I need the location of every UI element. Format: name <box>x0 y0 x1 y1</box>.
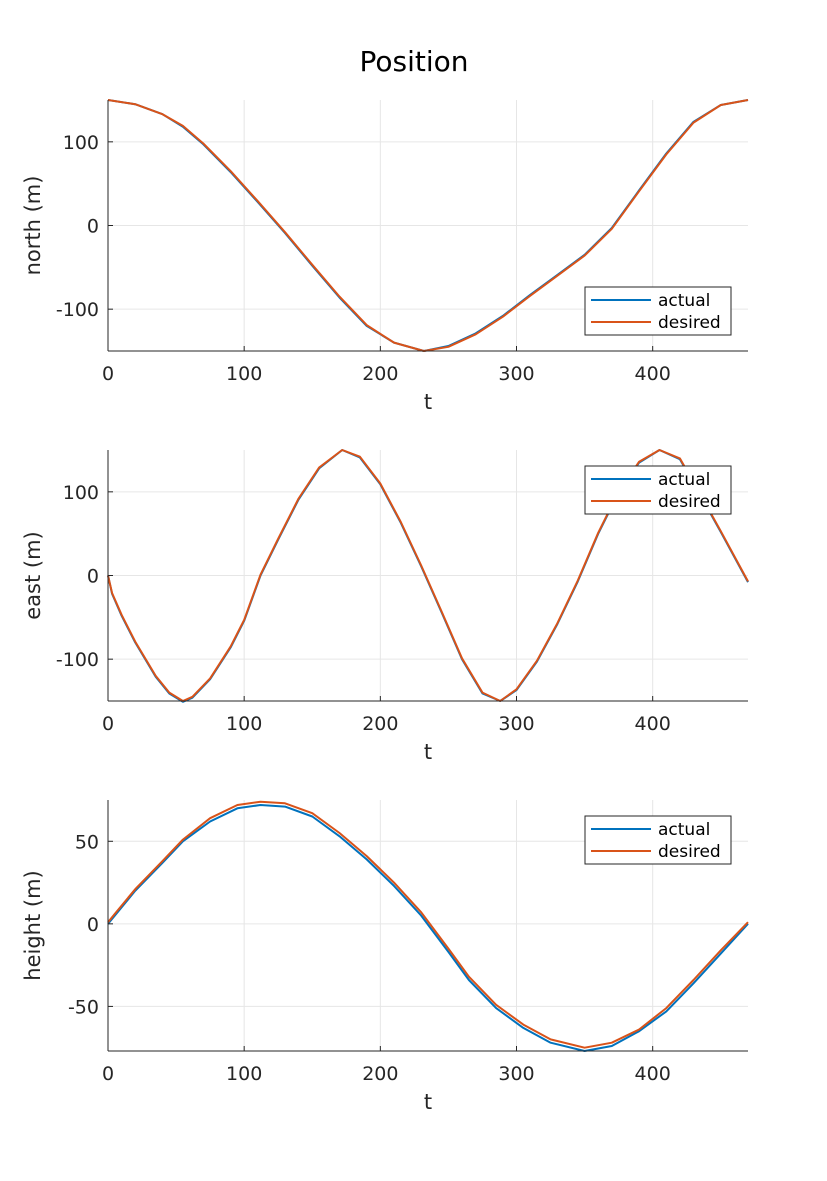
legend-box <box>584 815 732 865</box>
y-tick-label: 50 <box>75 831 99 853</box>
y-tick-label: 0 <box>87 216 99 238</box>
subplot-1: 0 100 200 300 400 -100 0 100 t north (m) actualdes… <box>21 99 749 414</box>
y-tick-label: -50 <box>68 996 99 1018</box>
x-tick-label: 100 <box>226 363 262 385</box>
legend-label-actual: actual <box>658 291 710 311</box>
subplot-2: 0 100 200 300 400 -100 0 100 t east (m) actualdesi… <box>21 449 749 764</box>
x-tick-label: 0 <box>102 363 114 385</box>
x-axis-label: t <box>424 1090 432 1114</box>
x-tick-label: 200 <box>362 713 398 735</box>
x-tick-label: 400 <box>635 713 671 735</box>
x-axis-label: t <box>424 390 432 414</box>
y-axis-label: east (m) <box>21 531 45 619</box>
subplot-3: 0 100 200 300 400 -50 0 50 t height (m) actualdesi… <box>21 800 749 1114</box>
legend-label-desired: desired <box>658 313 721 333</box>
y-axis-label: height (m) <box>21 870 45 980</box>
series-line-actual <box>107 804 749 1052</box>
x-tick-label: 300 <box>498 363 534 385</box>
x-axis-label: t <box>424 740 432 764</box>
legend-label-desired: desired <box>658 492 721 512</box>
x-tick-label: 100 <box>226 1063 262 1085</box>
x-tick-label: 400 <box>635 363 671 385</box>
x-tick-label: 300 <box>498 1063 534 1085</box>
x-tick-label: 0 <box>102 713 114 735</box>
x-tick-label: 100 <box>226 713 262 735</box>
x-tick-label: 400 <box>635 1063 671 1085</box>
figure-title: Position <box>359 45 468 78</box>
x-tick-label: 200 <box>362 363 398 385</box>
y-axis-label: north (m) <box>21 176 45 276</box>
y-tick-label: 0 <box>87 914 99 936</box>
y-tick-label: 0 <box>87 566 99 588</box>
y-tick-label: 100 <box>63 132 99 154</box>
y-tick-label: -100 <box>56 649 99 671</box>
legend-box <box>584 286 732 336</box>
series-line-desired <box>107 800 749 1049</box>
y-tick-label: -100 <box>56 299 99 321</box>
x-tick-label: 200 <box>362 1063 398 1085</box>
legend-label-actual: actual <box>658 820 710 840</box>
legend-label-actual: actual <box>658 470 710 490</box>
x-tick-label: 300 <box>498 713 534 735</box>
legend-box <box>584 465 732 515</box>
x-tick-label: 0 <box>102 1063 114 1085</box>
y-tick-label: 100 <box>63 482 99 504</box>
legend-label-desired: desired <box>658 842 721 862</box>
